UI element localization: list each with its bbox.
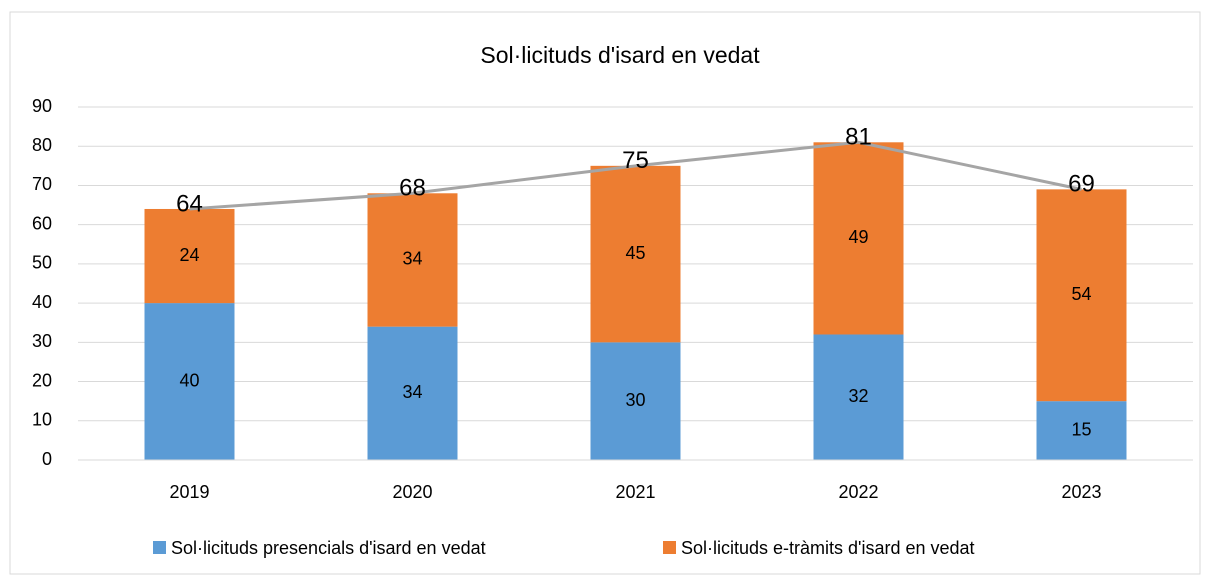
total-label: 81 bbox=[845, 124, 872, 151]
data-label: 32 bbox=[848, 386, 868, 406]
total-label: 69 bbox=[1068, 171, 1095, 198]
data-label: 54 bbox=[1071, 284, 1091, 304]
y-tick-label: 10 bbox=[32, 410, 52, 430]
data-label: 45 bbox=[625, 243, 645, 263]
bar bbox=[367, 193, 458, 327]
data-label: 15 bbox=[1071, 419, 1091, 439]
bar bbox=[1036, 401, 1127, 460]
bar bbox=[590, 165, 681, 343]
total-line bbox=[189, 140, 1082, 211]
data-label: 30 bbox=[625, 390, 645, 410]
y-tick-label: 50 bbox=[32, 253, 52, 273]
x-tick-label: 2021 bbox=[615, 482, 655, 502]
data-label: 34 bbox=[402, 249, 422, 269]
bar bbox=[144, 208, 235, 304]
legend-swatch bbox=[663, 541, 676, 554]
x-tick-label: 2019 bbox=[169, 482, 209, 502]
total-label: 64 bbox=[176, 190, 203, 217]
data-label: 34 bbox=[402, 382, 422, 402]
bar bbox=[144, 303, 235, 460]
chart-title: Sol·licituds d'isard en vedat bbox=[480, 42, 760, 68]
x-tick-label: 2023 bbox=[1061, 482, 1101, 502]
x-tick-label: 2022 bbox=[838, 482, 878, 502]
legend-swatch bbox=[153, 541, 166, 554]
data-label: 40 bbox=[179, 370, 199, 390]
y-tick-label: 60 bbox=[32, 213, 52, 233]
bar bbox=[813, 142, 904, 335]
y-tick-label: 30 bbox=[32, 331, 52, 351]
total-label: 68 bbox=[399, 175, 426, 202]
bar bbox=[590, 342, 681, 460]
y-tick-label: 40 bbox=[32, 292, 52, 312]
bar bbox=[813, 334, 904, 460]
data-label: 24 bbox=[179, 245, 199, 265]
y-tick-label: 90 bbox=[32, 96, 52, 116]
y-tick-label: 80 bbox=[32, 135, 52, 155]
data-label: 49 bbox=[848, 227, 868, 247]
total-label: 75 bbox=[622, 147, 649, 174]
y-tick-label: 20 bbox=[32, 370, 52, 390]
bar bbox=[1036, 189, 1127, 402]
legend-label: Sol·licituds presencials d'isard en veda… bbox=[171, 538, 486, 558]
bar bbox=[367, 326, 458, 460]
y-tick-label: 70 bbox=[32, 174, 52, 194]
x-tick-label: 2020 bbox=[392, 482, 432, 502]
y-tick-label: 0 bbox=[42, 449, 52, 469]
legend-label: Sol·licituds e-tràmits d'isard en vedat bbox=[681, 538, 975, 558]
